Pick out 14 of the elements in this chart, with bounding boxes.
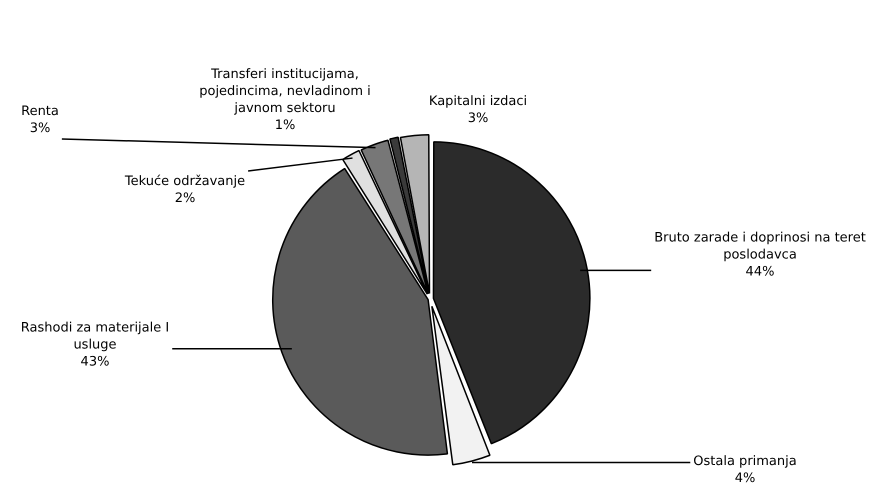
data-label: 44% bbox=[746, 264, 774, 280]
slice-label: Ostala primanja bbox=[693, 454, 797, 469]
data-label: 1% bbox=[274, 118, 296, 133]
slice-label: Rashodi za materijale I usluge bbox=[20, 320, 170, 352]
slice-label: Bruto zarade i doprinosi na teret poslodavca bbox=[654, 230, 866, 262]
data-label: 2% bbox=[174, 190, 196, 206]
data-label: 4% bbox=[734, 470, 756, 486]
data-label: 3% bbox=[30, 120, 50, 136]
data-label: 43% bbox=[80, 354, 110, 370]
slice-label: Kapitalni izdaci bbox=[428, 94, 528, 109]
slice-label: Tekuće održavanje bbox=[124, 174, 246, 189]
slice-label: Renta bbox=[21, 104, 59, 119]
slice-label: Transferi institucijama, pojedincima, nevladinom i javnom sektoru bbox=[199, 66, 371, 116]
data-label: 3% bbox=[468, 110, 488, 126]
